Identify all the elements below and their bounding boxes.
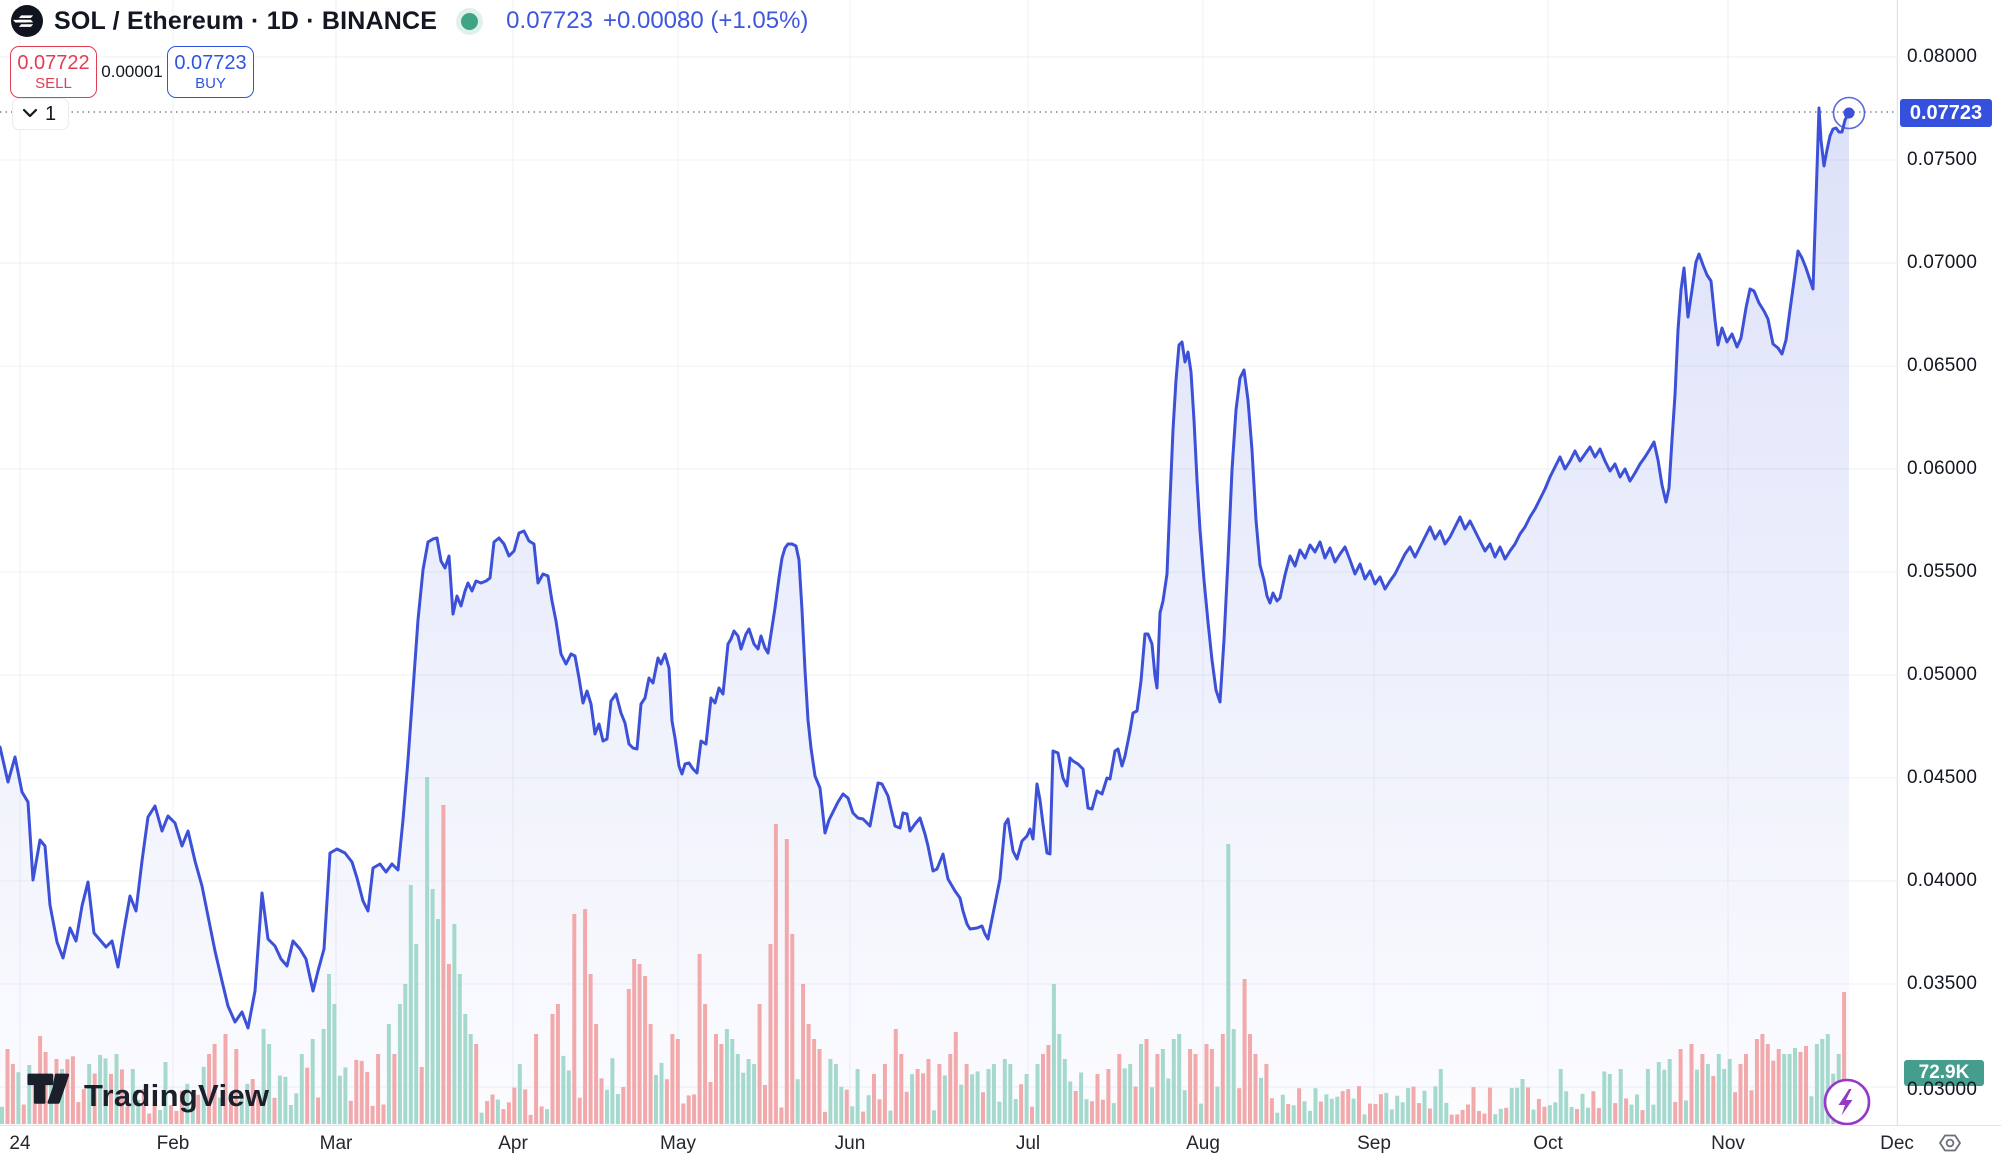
time-tick-label: May [660,1133,696,1154]
time-tick-label: Dec [1880,1133,1914,1154]
sell-price: 0.07722 [17,51,90,74]
time-tick-label: Apr [498,1133,528,1154]
last-point-ring [1832,96,1866,130]
price-tick-label: 0.06000 [1907,458,1978,479]
buy-price: 0.07723 [174,51,247,74]
tradingview-watermark[interactable]: TradingView [26,1072,269,1119]
time-tick-label: Aug [1186,1133,1220,1154]
tradingview-logo-icon [26,1072,72,1119]
price-axis[interactable]: 0.07723 72.9K 0.08000 0.07500 0.07000 0.065… [1897,0,2001,1157]
price-tick-label: 0.08000 [1907,46,1978,67]
gear-icon[interactable] [1938,1131,1962,1155]
trade-buttons-row: 0.07722 SELL 0.00001 0.07723 BUY [10,46,254,98]
current-price-label: 0.07723 [1900,99,1992,127]
price-tick-label: 0.04000 [1907,870,1978,891]
chevron-down-icon [22,105,38,123]
time-tick-label: Oct [1533,1133,1563,1154]
price-tick-label: 0.03500 [1907,973,1978,994]
spread-value: 0.00001 [101,62,163,81]
interval-selector[interactable]: 1 [12,98,70,130]
price-change-value: +0.00080 (+1.05%) [602,7,809,34]
buy-button[interactable]: 0.07723 BUY [167,46,254,98]
time-tick-label: 24 [9,1133,31,1154]
symbol-header: SOL / Ethereum · 1D · BINANCE 0.07723 +0… [10,4,808,38]
symbol-title[interactable]: SOL / Ethereum · 1D · BINANCE [54,6,438,35]
price-line [0,106,1851,1030]
time-axis[interactable]: 24 Feb Mar Apr May Jun Jul Aug Sep Oct Nov Dec [0,1125,2001,1157]
market-status-dot[interactable] [461,12,479,30]
tradingview-watermark-text: TradingView [84,1077,270,1113]
solana-logo-icon[interactable] [10,4,44,38]
last-point-dot [1843,107,1855,119]
lightning-trade-icon [1823,1078,1871,1126]
volume-bars [0,777,1847,1124]
time-tick-label: Jul [1015,1133,1041,1154]
sell-label: SELL [35,74,72,92]
price-tick-label: 0.05500 [1907,561,1978,582]
price-tick-label: 0.07000 [1907,252,1978,273]
volume-badge: 72.9K [1904,1060,1984,1086]
area-fill [0,108,1849,1125]
time-tick-label: Jun [834,1133,866,1154]
time-tick-label: Mar [319,1133,353,1154]
time-tick-label: Nov [1711,1133,1745,1154]
price-tick-label: 0.05000 [1907,664,1978,685]
buy-label: BUY [195,74,226,92]
time-tick-label: Feb [156,1133,190,1154]
interval-value: 1 [45,102,57,125]
price-tick-label: 0.04500 [1907,767,1978,788]
sell-button[interactable]: 0.07722 SELL [10,46,97,98]
price-tick-label: 0.06500 [1907,355,1978,376]
last-price-value: 0.07723 [506,7,593,34]
price-tick-label: 0.07500 [1907,149,1978,170]
time-tick-label: Sep [1357,1133,1391,1154]
price-tick-label: 0.03000 [1907,1079,1978,1100]
